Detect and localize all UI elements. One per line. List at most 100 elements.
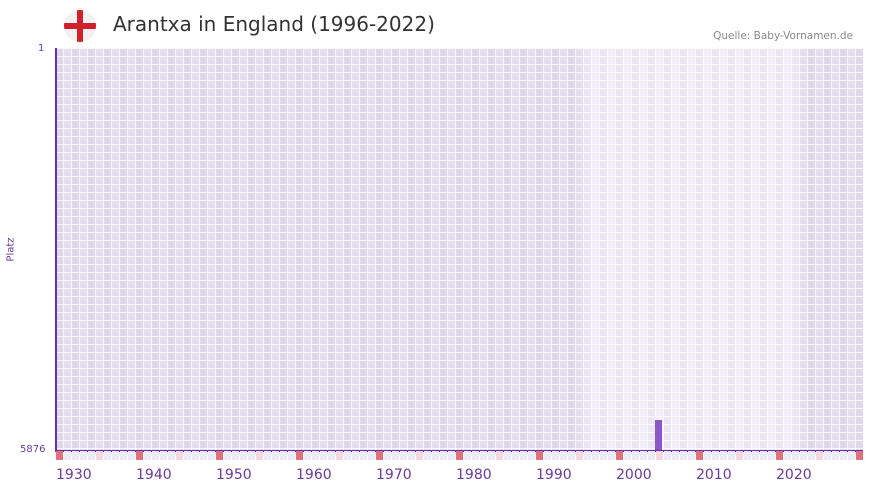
year-cell — [104, 451, 111, 460]
year-cell — [192, 451, 199, 460]
year-cell — [240, 451, 247, 460]
decade-tick — [56, 451, 63, 460]
year-cell — [440, 451, 447, 460]
chart-title: Arantxa in England (1996-2022) — [113, 12, 435, 36]
year-cell — [272, 451, 279, 460]
half-decade-tick — [96, 451, 103, 460]
year-cell — [184, 451, 191, 460]
year-cell — [712, 451, 719, 460]
x-label-2020: 2020 — [776, 467, 812, 483]
x-label-1970: 1970 — [376, 467, 412, 483]
year-cell — [664, 451, 671, 460]
year-cell — [448, 451, 455, 460]
year-cell — [704, 451, 711, 460]
year-cell — [160, 451, 167, 460]
decade-tick — [696, 451, 703, 460]
grid-lines — [55, 48, 863, 450]
year-cell — [144, 451, 151, 460]
bar-2003[interactable] — [655, 420, 662, 450]
year-cell — [472, 451, 479, 460]
year-cell — [800, 451, 807, 460]
year-cell — [488, 451, 495, 460]
year-cell — [312, 451, 319, 460]
year-cell — [480, 451, 487, 460]
year-cell — [128, 451, 135, 460]
x-label-1980: 1980 — [456, 467, 492, 483]
year-cell — [608, 451, 615, 460]
year-cell — [200, 451, 207, 460]
year-cell — [424, 451, 431, 460]
year-cell — [328, 451, 335, 460]
year-cell — [352, 451, 359, 460]
decade-tick — [616, 451, 623, 460]
plot-area — [55, 48, 863, 450]
half-decade-tick — [256, 451, 263, 460]
year-cell — [504, 451, 511, 460]
decade-tick — [776, 451, 783, 460]
year-cell — [360, 451, 367, 460]
year-cell — [112, 451, 119, 460]
year-cell — [560, 451, 567, 460]
year-cell — [80, 451, 87, 460]
year-cell — [208, 451, 215, 460]
year-cell — [824, 451, 831, 460]
year-cell — [384, 451, 391, 460]
year-cell — [552, 451, 559, 460]
year-cell — [120, 451, 127, 460]
year-cell — [232, 451, 239, 460]
year-cell — [744, 451, 751, 460]
year-cell — [728, 451, 735, 460]
year-cell — [640, 451, 647, 460]
year-cell — [840, 451, 847, 460]
year-cell — [168, 451, 175, 460]
year-cell — [320, 451, 327, 460]
decade-tick — [856, 451, 863, 460]
half-decade-tick — [176, 451, 183, 460]
year-cell — [568, 451, 575, 460]
year-cell — [280, 451, 287, 460]
year-cell — [792, 451, 799, 460]
x-label-1960: 1960 — [296, 467, 332, 483]
y-tick-top: 1 — [38, 43, 45, 54]
year-cell — [344, 451, 351, 460]
x-label-1930: 1930 — [56, 467, 92, 483]
year-tick-row — [55, 451, 863, 460]
year-cell — [400, 451, 407, 460]
x-label-1940: 1940 — [136, 467, 172, 483]
year-cell — [520, 451, 527, 460]
year-cell — [408, 451, 415, 460]
year-cell — [760, 451, 767, 460]
x-label-1950: 1950 — [216, 467, 252, 483]
year-cell — [632, 451, 639, 460]
year-cell — [832, 451, 839, 460]
year-cell — [224, 451, 231, 460]
x-label-1990: 1990 — [536, 467, 572, 483]
decade-tick — [536, 451, 543, 460]
year-cell — [648, 451, 655, 460]
year-cell — [720, 451, 727, 460]
y-axis-title: Platz — [5, 237, 17, 262]
y-axis-line — [55, 48, 57, 451]
year-cell — [464, 451, 471, 460]
decade-tick — [136, 451, 143, 460]
year-cell — [64, 451, 71, 460]
year-cell — [752, 451, 759, 460]
year-cell — [624, 451, 631, 460]
x-label-2010: 2010 — [696, 467, 732, 483]
half-decade-tick — [336, 451, 343, 460]
flag-icon — [64, 10, 96, 42]
year-cell — [688, 451, 695, 460]
year-cell — [808, 451, 815, 460]
year-cell — [584, 451, 591, 460]
year-cell — [672, 451, 679, 460]
year-cell — [248, 451, 255, 460]
year-cell — [592, 451, 599, 460]
decade-tick — [296, 451, 303, 460]
year-cell — [512, 451, 519, 460]
decade-tick — [456, 451, 463, 460]
year-cell — [528, 451, 535, 460]
year-cell — [768, 451, 775, 460]
flag-cross-horizontal — [64, 23, 96, 29]
year-cell — [72, 451, 79, 460]
decade-tick — [376, 451, 383, 460]
